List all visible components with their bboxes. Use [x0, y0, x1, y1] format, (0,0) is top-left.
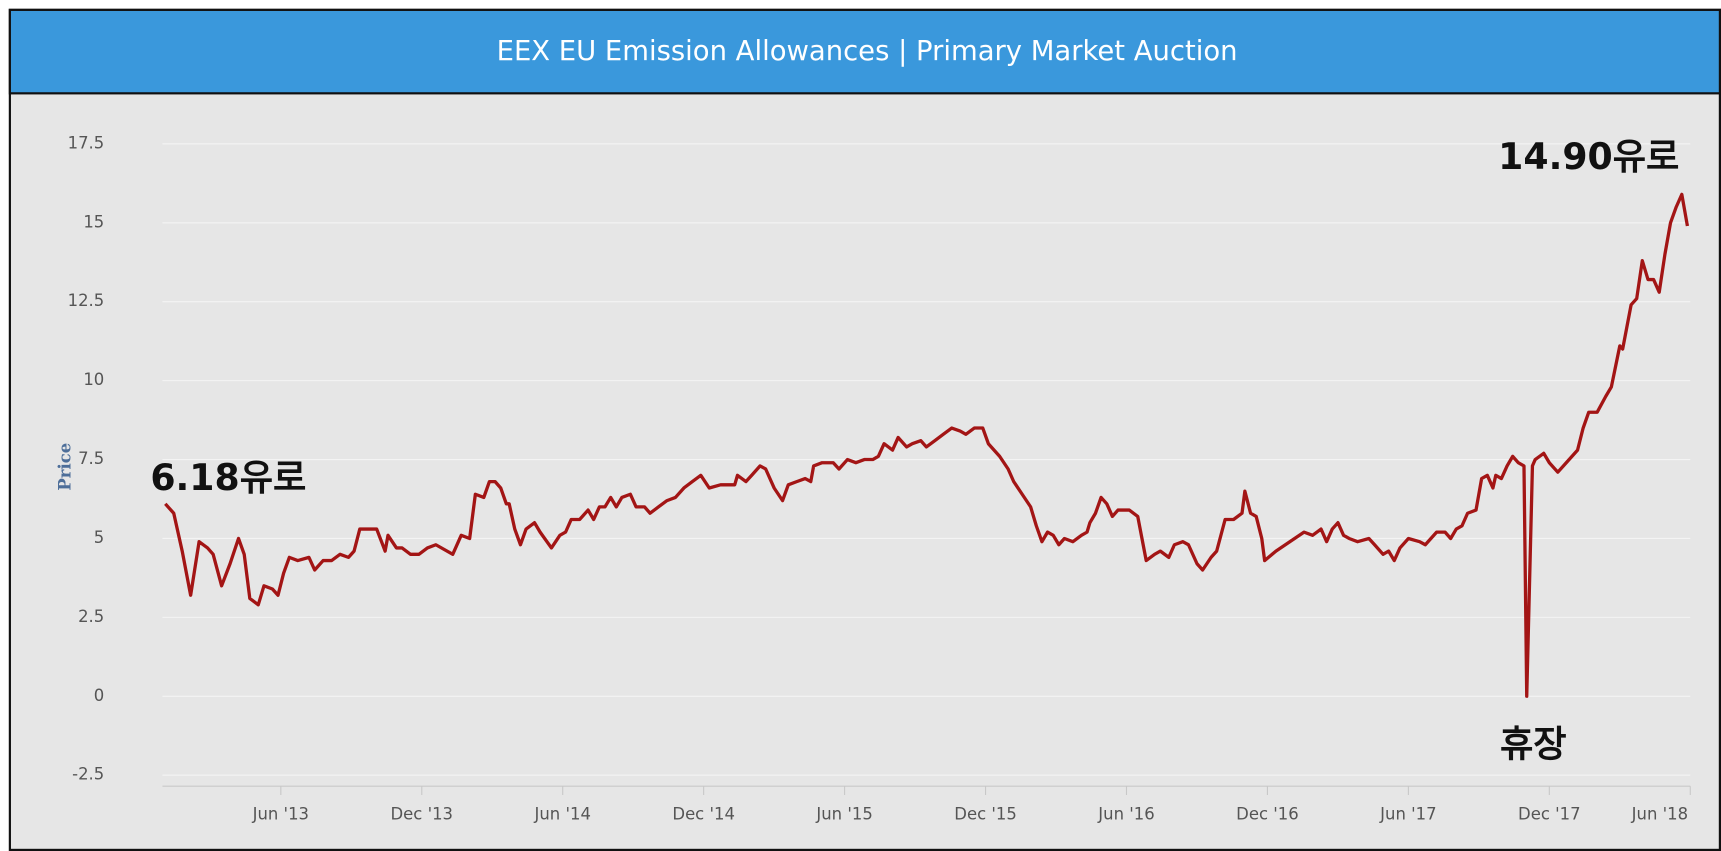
y-tick-label: 0: [94, 686, 104, 705]
y-tick-label: 17.5: [68, 133, 105, 152]
y-tick-label: 7.5: [78, 449, 104, 468]
x-tick-label: Jun '17: [1379, 804, 1436, 823]
x-tick-label: Dec '16: [1236, 804, 1299, 823]
x-tick-label: Jun '14: [534, 804, 591, 823]
annotation: 6.18유로: [150, 456, 306, 499]
x-tick-label: Dec '14: [672, 804, 735, 823]
y-tick-label: 5: [94, 528, 104, 547]
x-tick-label: Dec '15: [954, 804, 1017, 823]
x-tick-label: Dec '13: [391, 804, 454, 823]
y-tick-label: 10: [83, 370, 104, 389]
x-tick-label: Jun '13: [252, 804, 309, 823]
annotation: 14.90유로: [1498, 135, 1679, 178]
x-tick-label: Jun '18: [1631, 804, 1688, 823]
frame: [8, 8, 1721, 851]
x-tick-label: Jun '16: [1097, 804, 1154, 823]
chart-title: EEX EU Emission Allowances | Primary Mar…: [497, 36, 1238, 67]
y-tick-label: 2.5: [78, 607, 104, 626]
y-axis-label: Price: [55, 443, 74, 491]
x-tick-label: Dec '17: [1518, 804, 1581, 823]
y-tick-label: -2.5: [72, 765, 104, 784]
annotation: 휴장: [1500, 723, 1567, 766]
price-line: [164, 192, 1690, 698]
header: [8, 8, 1721, 95]
y-tick-label: 12.5: [68, 291, 105, 310]
x-tick-label: Jun '15: [815, 804, 872, 823]
y-tick-label: 15: [83, 212, 104, 231]
